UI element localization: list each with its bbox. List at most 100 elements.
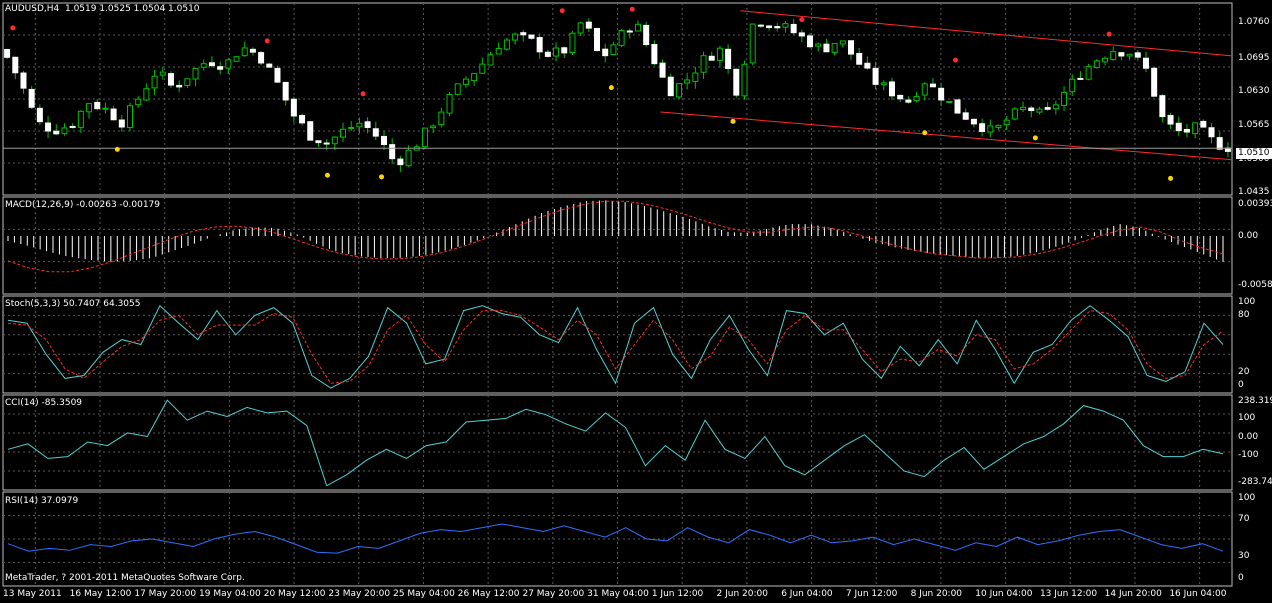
bear-candle [1159, 95, 1166, 118]
bull-candle [839, 40, 846, 45]
bear-candle [1142, 57, 1149, 69]
time-tick-label: 25 May 04:00 [393, 589, 455, 599]
bull-candle [610, 44, 617, 56]
bear-candle [602, 48, 609, 57]
fractal-down-marker [379, 174, 385, 180]
bull-candle [700, 55, 707, 73]
bull-candle [675, 83, 682, 98]
bull-candle [1093, 60, 1100, 68]
bull-candle [143, 88, 150, 101]
bull-candle [348, 126, 355, 129]
bear-candle [1151, 67, 1158, 97]
bull-candle [102, 107, 109, 110]
time-tick-label: 16 Jun 04:00 [1169, 589, 1227, 599]
bull-candle [331, 136, 338, 145]
bull-candle [831, 42, 838, 53]
bull-candle [77, 110, 84, 128]
time-tick-label: 2 Jun 20:00 [716, 589, 768, 599]
bull-candle [487, 54, 494, 66]
bear-candle [979, 123, 986, 132]
rsi-ytick: 0 [1238, 573, 1244, 583]
bear-candle [544, 51, 551, 57]
fractal-down-marker [324, 172, 330, 178]
fractal-up-marker [952, 57, 958, 63]
macd-ytick: 0.00 [1238, 231, 1259, 241]
bear-candle [380, 135, 387, 145]
fractal-up-marker [10, 25, 16, 31]
bull-candle [405, 149, 412, 167]
bear-candle [20, 72, 27, 89]
stoch-ytick: 80 [1238, 310, 1250, 320]
bull-candle [184, 78, 191, 86]
bull-candle [512, 33, 519, 41]
bear-candle [585, 21, 592, 29]
bear-candle [1167, 114, 1174, 125]
bear-candle [1208, 127, 1215, 138]
time-tick-label: 26 May 12:00 [457, 589, 520, 599]
cci-ytick: 238.319 [1238, 396, 1272, 406]
bull-candle [749, 23, 756, 64]
stoch-label: Stoch(5,3,3) 50.7407 64.3055 [5, 299, 141, 309]
bear-candle [1183, 128, 1190, 133]
bear-candle [45, 122, 52, 132]
cci-line [7, 399, 1224, 487]
bull-candle [577, 22, 584, 34]
bear-candle [823, 43, 830, 53]
bull-candle [86, 103, 93, 113]
bull-candle [135, 98, 142, 106]
time-tick-label: 8 Jun 20:00 [910, 589, 963, 599]
bull-candle [1052, 104, 1059, 110]
price-ytick: 1.0500 [1238, 154, 1270, 164]
channel-lower-line [660, 111, 1233, 161]
bear-candle [528, 34, 535, 39]
fractal-up-marker [629, 6, 635, 12]
bear-candle [4, 49, 11, 58]
bull-candle [987, 125, 994, 133]
time-tick-label: 13 Jun 12:00 [1039, 589, 1098, 599]
bear-candle [659, 62, 666, 78]
bull-candle [1011, 108, 1018, 120]
stoch-ytick: 100 [1238, 297, 1256, 307]
bull-candle [692, 72, 699, 82]
fractal-up-marker [264, 38, 270, 44]
bull-candle [241, 47, 248, 57]
bear-candle [798, 32, 805, 37]
bear-candle [651, 43, 658, 65]
cci-ytick: -283.745 [1238, 477, 1272, 487]
bull-candle [716, 47, 723, 62]
bull-candle [192, 67, 199, 80]
macd-ytick: 0.00393 [1238, 199, 1272, 209]
bear-candle [1118, 52, 1125, 57]
time-tick-label: 6 Jun 04:00 [781, 589, 833, 599]
bear-candle [282, 81, 289, 101]
fractal-up-marker [1106, 31, 1112, 37]
bull-candle [200, 63, 207, 68]
macd-signal-line [7, 200, 1224, 273]
bull-candle [1061, 91, 1068, 106]
bear-candle [872, 67, 879, 85]
rsi-ytick: 30 [1238, 551, 1250, 561]
bear-candle [118, 119, 125, 128]
fractal-down-marker [1168, 175, 1174, 181]
bull-candle [684, 79, 691, 84]
bear-candle [36, 107, 43, 123]
bull-candle [430, 125, 437, 129]
bull-candle [913, 95, 920, 102]
bear-candle [594, 27, 601, 52]
bear-candle [807, 35, 814, 48]
macd-label: MACD(12,26,9) -0.00263 -0.00179 [5, 200, 161, 210]
bull-candle [1020, 106, 1027, 111]
bull-candle [438, 111, 445, 126]
bear-candle [864, 62, 871, 69]
bull-candle [1192, 122, 1199, 135]
time-tick-label: 14 Jun 20:00 [1104, 589, 1162, 599]
bear-candle [249, 48, 256, 53]
time-tick-label: 27 May 20:00 [522, 589, 585, 599]
stoch-ytick: 0 [1238, 380, 1244, 390]
bear-candle [790, 23, 797, 34]
bull-candle [356, 122, 363, 128]
bull-candle [471, 72, 478, 82]
bull-candle [151, 75, 158, 89]
